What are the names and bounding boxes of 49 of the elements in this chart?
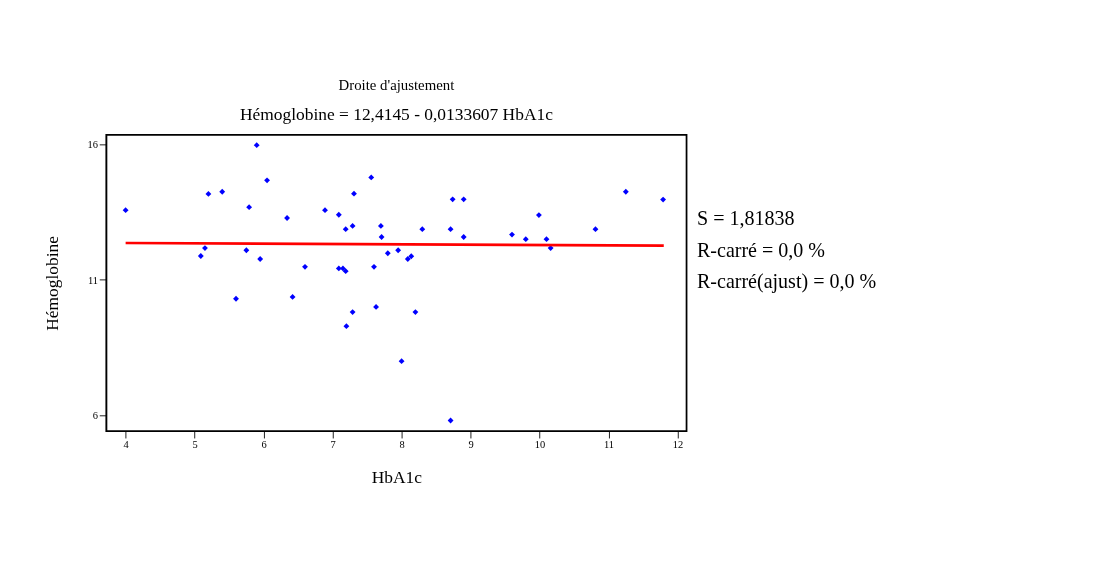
y-tick-label: 11 (87, 274, 99, 286)
x-tick-label: 9 (468, 439, 474, 451)
point (253, 142, 260, 149)
point (233, 295, 239, 302)
point (205, 190, 212, 197)
point (592, 226, 599, 233)
x-tick-label: 8 (399, 439, 405, 451)
text: S = 1,81838 (697, 207, 795, 230)
point (322, 207, 328, 214)
x-tick-label: 7 (330, 439, 336, 451)
point (395, 247, 402, 254)
x-tick-label: 12 (672, 439, 684, 451)
chart-title: Droite d'ajustement (338, 77, 456, 94)
point (378, 234, 385, 240)
text: R-carré = 0,0 % (697, 238, 825, 261)
point (622, 188, 629, 195)
point (197, 253, 204, 259)
text: R-carré(ajust) = 0,0 % (697, 270, 877, 294)
point (343, 323, 350, 330)
x-tick-label: 5 (192, 439, 198, 451)
chart-subtitle: Hémoglobine = 12,4145 - 0,0133607 HbA1c (239, 104, 554, 125)
point (509, 231, 515, 238)
x-axis-title: HbA1c (371, 466, 423, 487)
point (419, 226, 426, 233)
x-tick-label: 4 (123, 439, 130, 451)
x-tick-label: 11 (603, 439, 615, 451)
point (368, 174, 375, 181)
point (342, 226, 349, 233)
point (412, 309, 419, 315)
point (543, 236, 550, 243)
point (257, 256, 264, 262)
y-axis-title: Hémoglobine (41, 235, 62, 331)
point (447, 226, 454, 233)
point (460, 234, 467, 240)
point (302, 263, 308, 270)
y-tick-label: 16 (87, 139, 99, 151)
point (349, 309, 356, 315)
point (371, 263, 377, 270)
point (404, 256, 411, 262)
point (264, 177, 270, 184)
point (289, 293, 296, 300)
point (349, 222, 356, 229)
x-tick-label: 10 (534, 439, 546, 451)
point (660, 196, 667, 203)
point (122, 207, 129, 214)
x-tick-label: 6 (261, 439, 267, 451)
y-tick-label: 6 (92, 410, 99, 422)
point (398, 358, 405, 365)
point (351, 190, 357, 197)
